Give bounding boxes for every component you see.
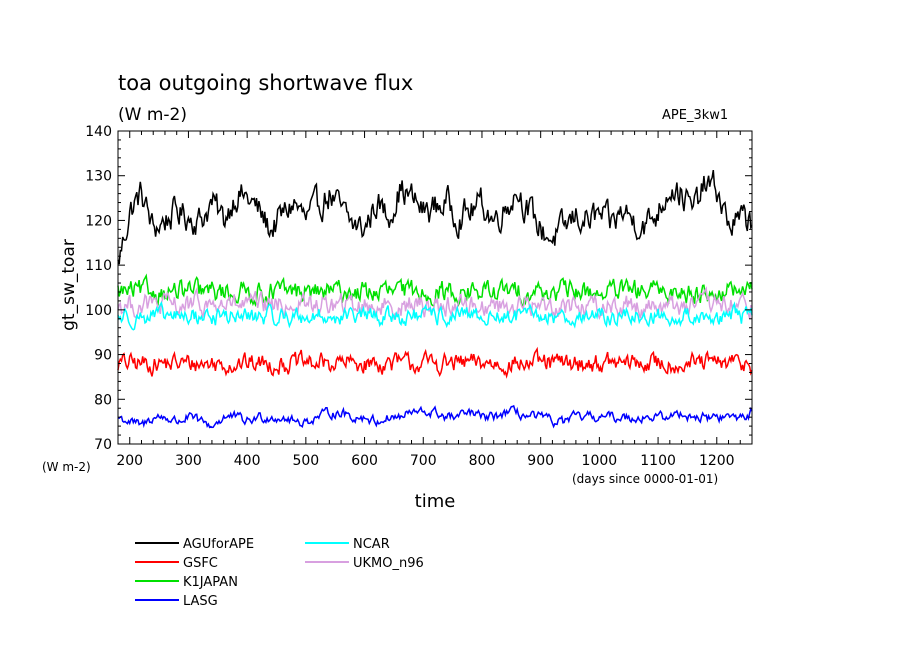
y-axis-label: gt_sw_toar bbox=[59, 239, 79, 331]
x-tick-label: 600 bbox=[351, 453, 378, 469]
legend-label: LASG bbox=[183, 594, 218, 609]
x-tick-label: 200 bbox=[116, 453, 143, 469]
series-line-ukmo-n96 bbox=[117, 286, 753, 321]
x-tick-label: 1200 bbox=[699, 453, 735, 469]
x-tick-label: 1100 bbox=[640, 453, 676, 469]
legend-label: GSFC bbox=[183, 556, 218, 571]
chart-title: toa outgoing shortwave flux bbox=[118, 71, 413, 95]
series-line-aguforape bbox=[117, 169, 753, 265]
chart-units: (W m-2) bbox=[118, 105, 187, 125]
x-axis-label: time bbox=[415, 491, 456, 512]
legend-label: AGUforAPE bbox=[183, 537, 254, 552]
y-axis-units: (W m-2) bbox=[42, 460, 91, 474]
x-axis-units: (days since 0000-01-01) bbox=[572, 472, 718, 486]
x-tick-label: 900 bbox=[527, 453, 554, 469]
series-line-ncar bbox=[117, 300, 753, 331]
y-axis: 70 80 90 100 110 120 130 140 bbox=[85, 124, 752, 453]
legend: AGUforAPE GSFC K1JAPAN LASG NCAR UKMO_n96 bbox=[135, 537, 424, 609]
series-line-lasg bbox=[117, 404, 753, 429]
legend-label: K1JAPAN bbox=[183, 575, 238, 590]
legend-label: UKMO_n96 bbox=[353, 556, 424, 571]
y-tick-label: 120 bbox=[85, 213, 112, 229]
y-tick-label: 80 bbox=[94, 392, 112, 408]
x-tick-label: 400 bbox=[234, 453, 261, 469]
y-tick-label: 130 bbox=[85, 169, 112, 185]
y-tick-label: 70 bbox=[94, 437, 112, 453]
x-tick-label: 300 bbox=[175, 453, 202, 469]
y-tick-label: 90 bbox=[94, 348, 112, 364]
x-tick-label: 800 bbox=[469, 453, 496, 469]
chart-tag: APE_3kw1 bbox=[662, 108, 728, 123]
legend-label: NCAR bbox=[353, 537, 390, 552]
x-axis: 200 300 400 500 600 700 800 900 1000 1100 1200 bbox=[116, 131, 753, 469]
x-tick-label: 500 bbox=[292, 453, 319, 469]
series-layer bbox=[117, 169, 753, 429]
y-tick-label: 140 bbox=[85, 124, 112, 140]
x-tick-label: 1000 bbox=[582, 453, 618, 469]
x-tick-label: 700 bbox=[410, 453, 437, 469]
y-tick-label: 110 bbox=[85, 258, 112, 274]
y-tick-label: 100 bbox=[85, 303, 112, 319]
series-line-gsfc bbox=[117, 346, 753, 379]
